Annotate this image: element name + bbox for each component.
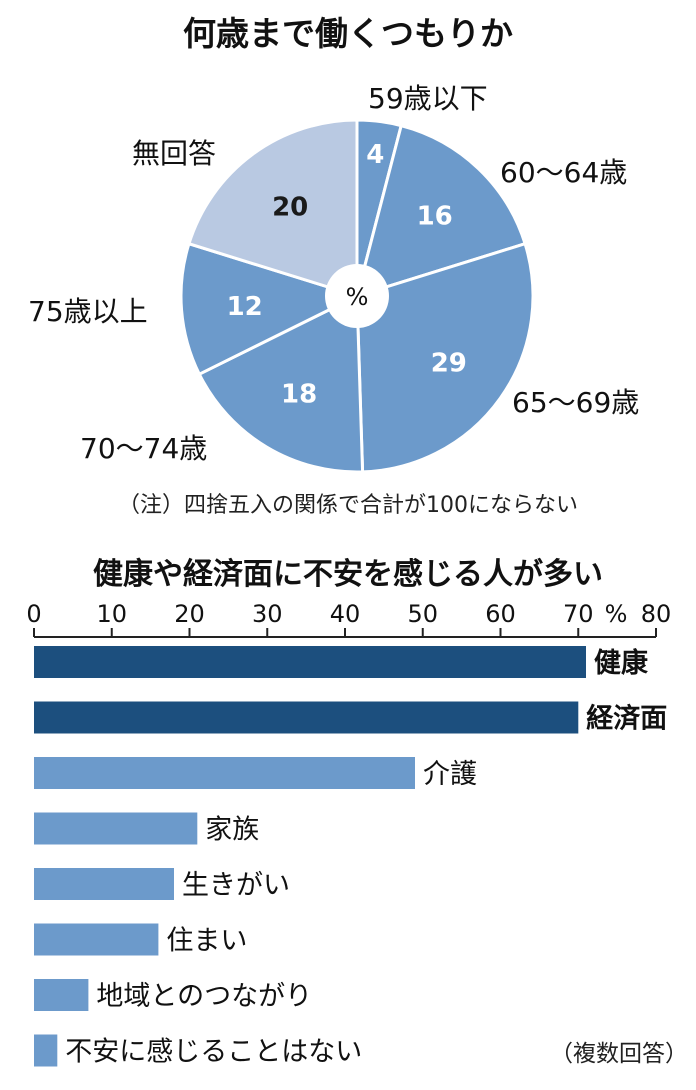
x-tick-label: 30 <box>252 600 283 628</box>
pie-slice-3 <box>197 293 365 474</box>
x-tick-label: 0 <box>26 600 41 628</box>
bar-category-label: 健康 <box>594 647 649 679</box>
x-tick-label: 60 <box>485 600 516 628</box>
x-tick-label: 20 <box>174 600 205 628</box>
bar-footnote: （複数回答） <box>550 1041 688 1067</box>
pie-category-label: 70～74歳 <box>80 432 207 465</box>
bar-0 <box>34 646 586 678</box>
bar-category-label: 生きがい <box>182 870 290 901</box>
pie-category-label: 59歳以下 <box>368 82 488 115</box>
pie-category-label: 75歳以上 <box>28 295 148 328</box>
bar-category-label: 地域とのつながり <box>96 981 312 1012</box>
pie-slice-4 <box>179 241 362 377</box>
bar-category-label: 経済面 <box>586 703 667 735</box>
bar-5 <box>34 923 159 956</box>
bar-category-label: 家族 <box>205 815 259 846</box>
pie-slice-1 <box>354 123 527 299</box>
pie-value-label: 4 <box>366 140 384 170</box>
x-tick-label: 40 <box>330 600 361 628</box>
pie-center-label: % <box>346 283 369 311</box>
x-unit-label: % <box>605 600 628 628</box>
x-tick-label: 70 <box>563 600 594 628</box>
pie-category-label: 無回答 <box>132 137 216 170</box>
pie-chart: 4 59歳以下 16 60～64歳 29 65～69歳 18 70～74歳 12 75歳以上 20 無… <box>28 82 639 474</box>
pie-value-label: 18 <box>281 380 317 410</box>
bar-4 <box>34 868 174 900</box>
bar-title: 健康や経済面に不安を感じる人が多い <box>93 557 603 592</box>
bar-category-label: 介護 <box>423 759 477 790</box>
pie-value-label: 29 <box>431 348 467 378</box>
pie-value-label: 12 <box>227 292 263 322</box>
pie-slice-5 <box>187 118 359 299</box>
pie-category-label: 60～64歳 <box>500 156 627 189</box>
bar-3 <box>34 812 198 845</box>
pie-category-label: 65～69歳 <box>512 386 639 419</box>
x-tick-label: 10 <box>96 600 127 628</box>
pie-title: 何歳まで働くつもりか <box>183 14 513 53</box>
bar-7 <box>34 1034 58 1067</box>
pie-center-hole <box>325 264 389 328</box>
bar-chart: 0 10 20 30 40 50 60 70 80% 健康経済面介護家族生きがい住まい地域とのつな… <box>26 600 671 1068</box>
pie-value-label: 16 <box>417 202 453 232</box>
bar-1 <box>34 701 579 734</box>
bar-category-label: 住まい <box>166 926 247 957</box>
pie-value-label: 20 <box>272 192 308 222</box>
bar-category-label: 不安に感じることはない <box>65 1037 362 1068</box>
x-tick-label: 50 <box>407 600 438 628</box>
pie-slice-2 <box>355 241 535 474</box>
bar-2 <box>34 757 415 789</box>
bar-6 <box>34 979 89 1011</box>
x-tick-label: 80 <box>641 600 672 628</box>
pie-note: （注）四捨五入の関係で合計が100にならない <box>118 493 578 518</box>
